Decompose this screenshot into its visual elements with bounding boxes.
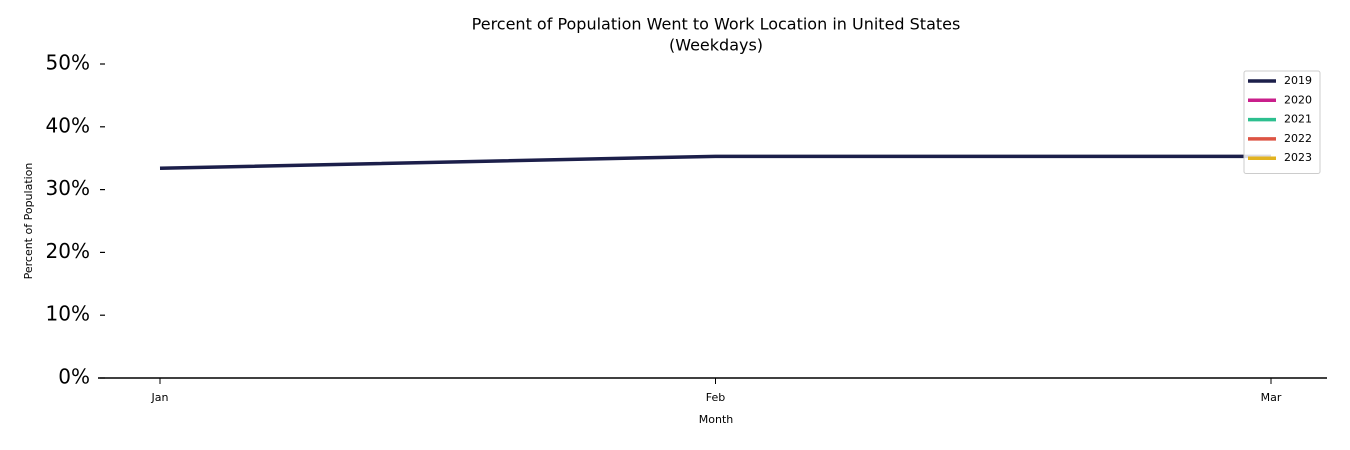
line-series	[159, 154, 1271, 170]
x-axis-label: Month	[699, 413, 734, 426]
x-tick-label: Jan	[151, 391, 169, 404]
y-tick-label: 10%	[46, 302, 90, 326]
legend-label: 2020	[1284, 93, 1312, 106]
chart-title: Percent of Population Went to Work Locat…	[472, 15, 961, 34]
legend-box	[1243, 70, 1321, 174]
legend-label: 2021	[1284, 113, 1312, 126]
y-tick-label: 30%	[46, 176, 90, 200]
chart-subtitle: (Weekdays)	[669, 36, 763, 55]
x-tick-label: Feb	[706, 391, 725, 404]
legend-label: 2023	[1284, 151, 1312, 164]
y-tick-label: 40%	[46, 113, 90, 137]
y-axis-label: Percent of Population	[22, 163, 35, 280]
legend-label: 2022	[1284, 132, 1312, 145]
y-tick-label: 20%	[46, 239, 90, 263]
y-tick-label: 0%	[58, 365, 90, 389]
legend: 2019 2020 2021 2022 2023	[1243, 70, 1321, 174]
x-tick-label: Mar	[1261, 391, 1282, 404]
y-tick-label: 50%	[46, 51, 90, 75]
legend-label: 2019	[1284, 74, 1312, 87]
